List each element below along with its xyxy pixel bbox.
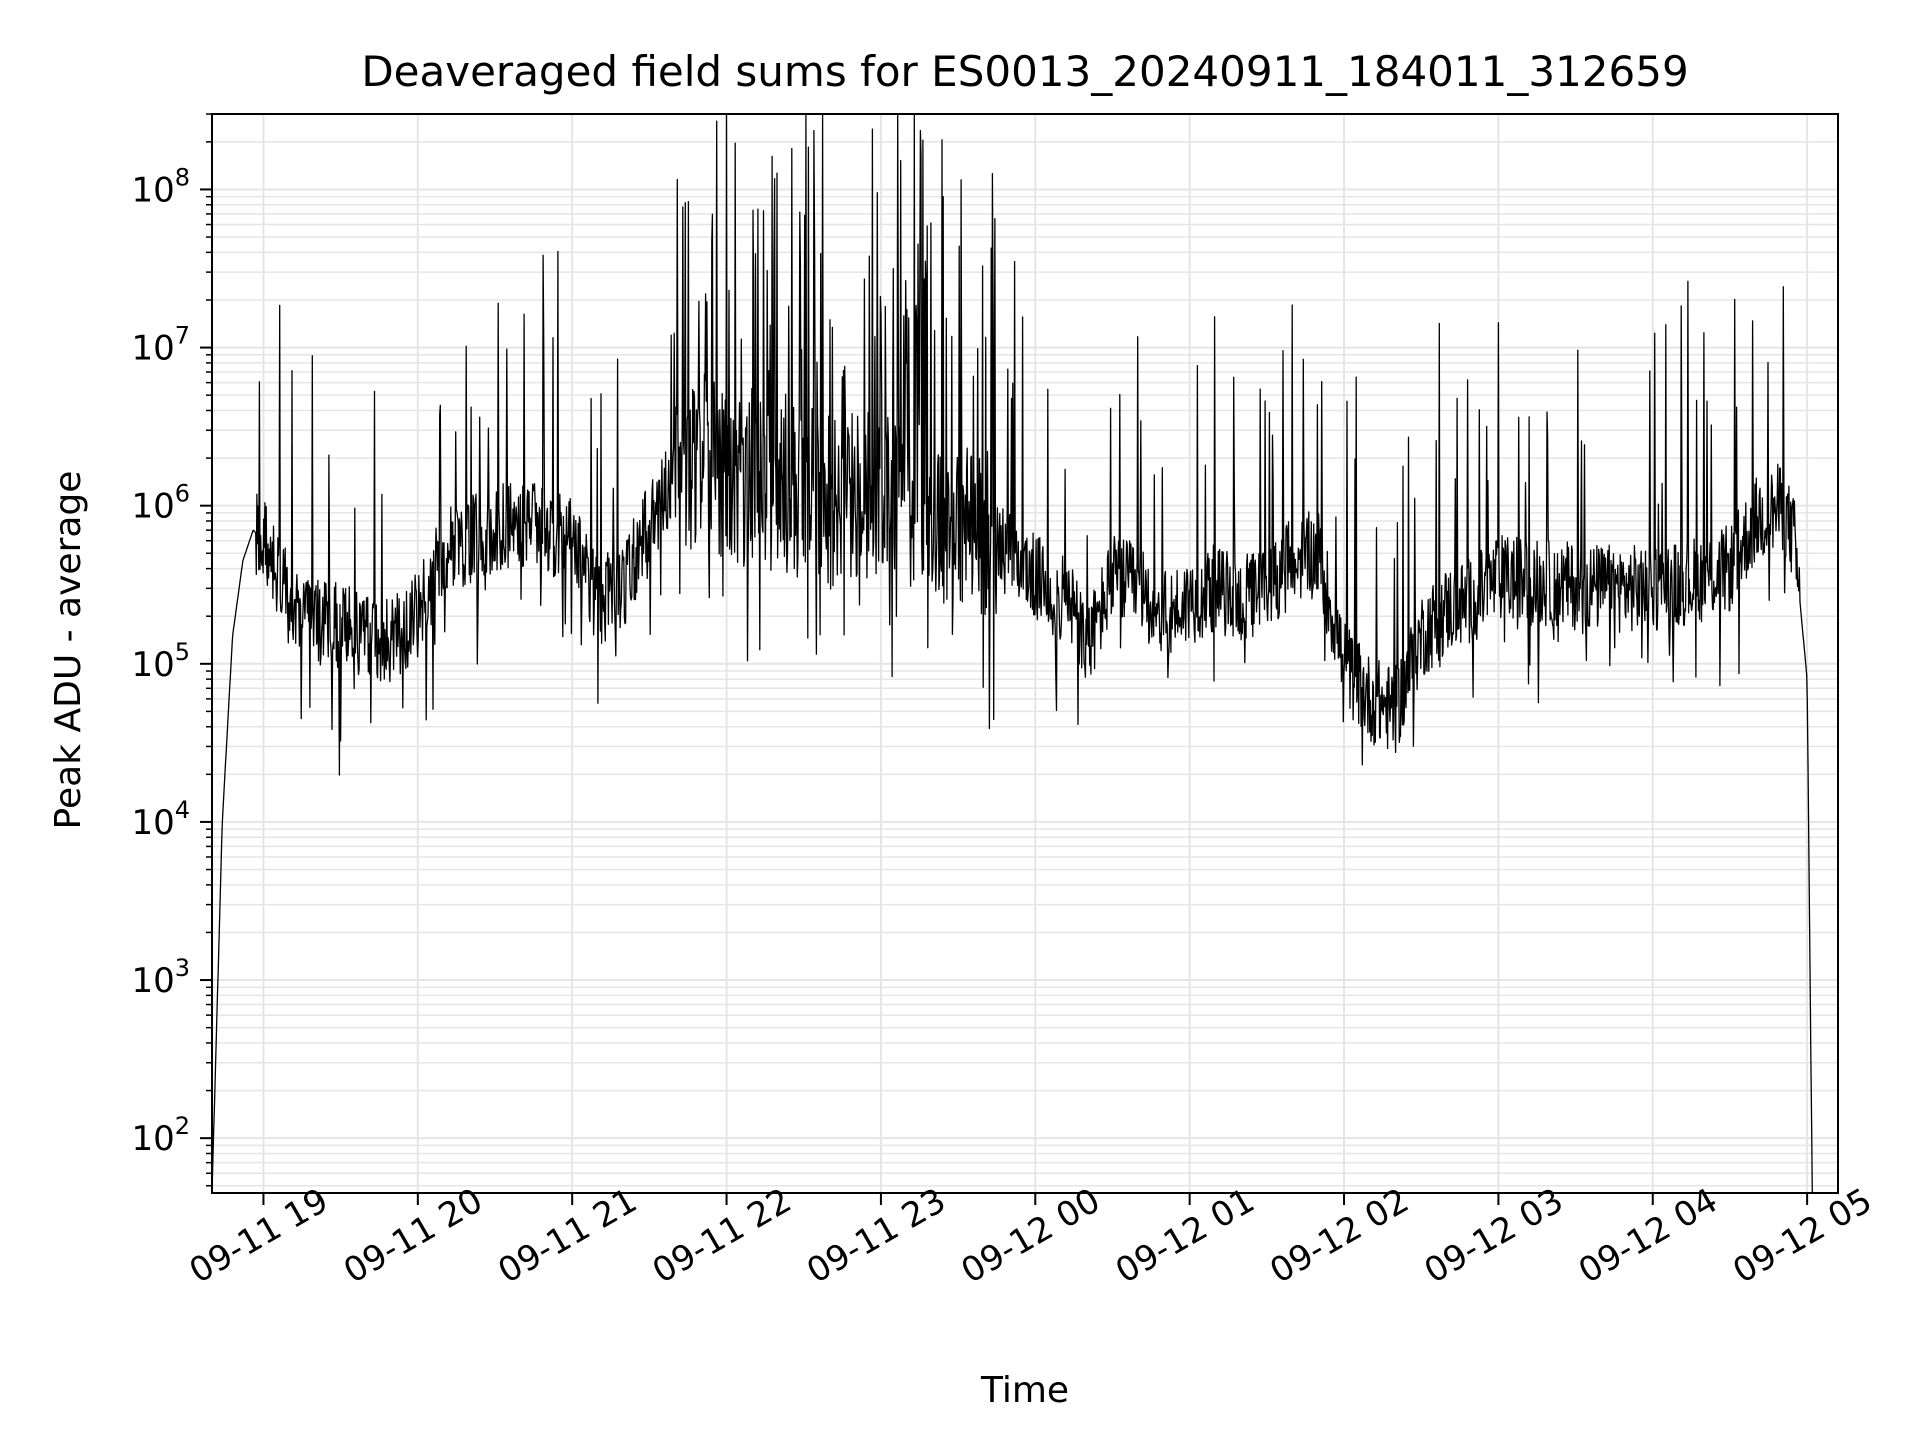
y-tick-label: 105 xyxy=(131,638,190,685)
y-axis-label: Peak ADU - average xyxy=(48,471,89,830)
x-axis-label: Time xyxy=(980,1370,1069,1411)
series-line xyxy=(211,113,1813,1194)
chart-title: Deaveraged field sums for ES0013_2024091… xyxy=(361,47,1688,96)
data-layer xyxy=(211,113,1813,1194)
y-tick-label: 108 xyxy=(131,163,190,210)
plot-frame xyxy=(211,113,1839,1194)
